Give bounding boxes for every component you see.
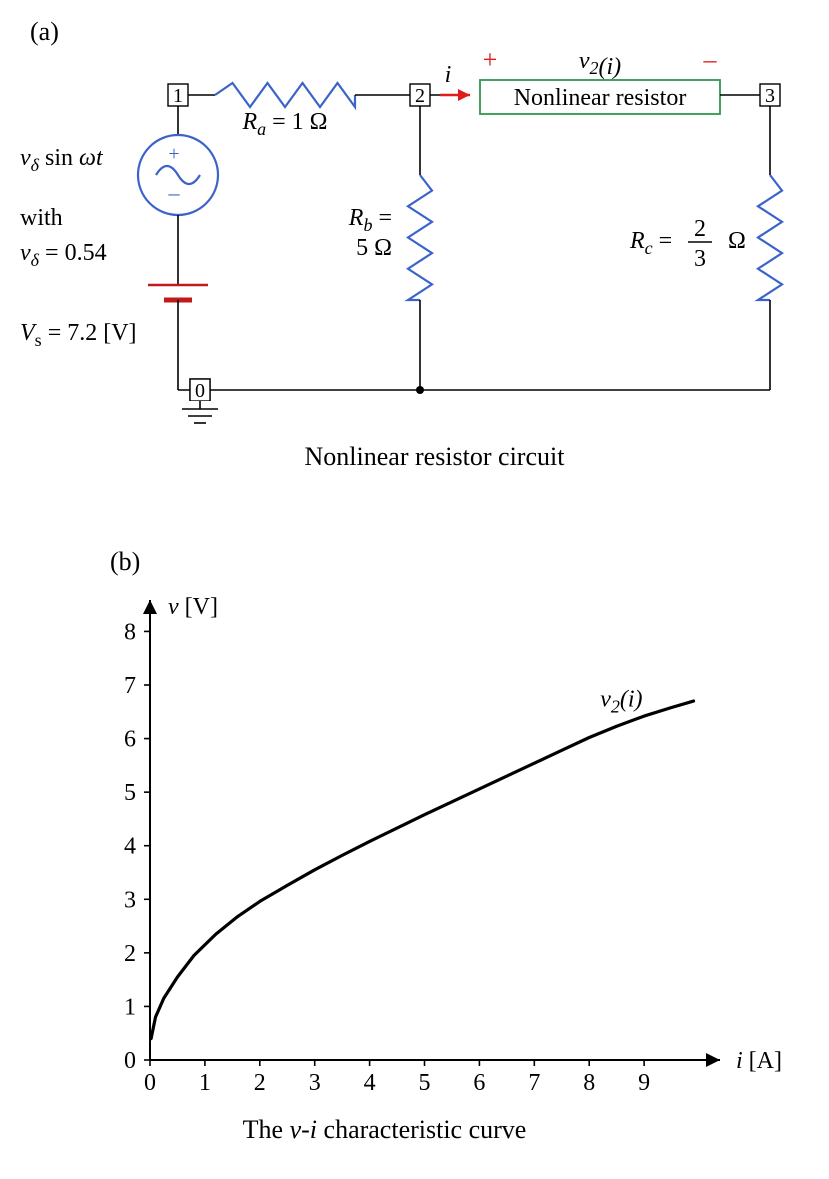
ac-plus-icon: +: [168, 143, 179, 165]
x-tick-label: 9: [638, 1070, 650, 1096]
x-axis-arrow-icon: [706, 1053, 720, 1067]
panel-b-caption: The v-i characteristic curve: [243, 1115, 527, 1144]
polarity-plus-icon: +: [483, 45, 498, 74]
x-tick-label: 0: [144, 1070, 156, 1096]
y-tick-label: 5: [124, 780, 136, 806]
panel-a: (a) Nonlinear resistor + v2(i) – i + – 1 2 3 0 Ra = …: [18, 17, 782, 471]
x-axis-label: i [A]: [736, 1048, 782, 1074]
ac-source-label: vδ sin ωt: [20, 145, 104, 175]
Vs-label: Vs = 7.2 [V]: [20, 320, 137, 350]
y-tick-label: 7: [124, 673, 136, 699]
Rb-value: 5 Ω: [356, 235, 392, 261]
x-tick-label: 7: [528, 1070, 540, 1096]
y-tick-label: 2: [124, 941, 136, 967]
svg-text:0: 0: [195, 380, 205, 402]
Rb-label: Rb =: [348, 205, 392, 235]
vi-curve: [151, 701, 693, 1039]
y-axis-label: v [V]: [168, 594, 218, 620]
panel-a-caption: Nonlinear resistor circuit: [305, 442, 566, 471]
y-tick-label: 6: [124, 727, 136, 753]
polarity-minus-icon: –: [703, 45, 718, 74]
y-tick-label: 8: [124, 619, 136, 645]
Rc-unit: Ω: [728, 228, 746, 254]
Ra-label: Ra = 1 Ω: [241, 109, 327, 139]
with-label: with: [20, 205, 63, 231]
y-tick-label: 1: [124, 994, 136, 1020]
y-tick-label: 4: [124, 834, 136, 860]
x-tick-label: 2: [254, 1070, 266, 1096]
figure: (a) Nonlinear resistor + v2(i) – i + – 1 2 3 0 Ra = …: [0, 0, 829, 1179]
y-tick-label: 0: [124, 1048, 136, 1074]
x-tick-label: 6: [473, 1070, 485, 1096]
Rc-denominator: 3: [694, 246, 706, 272]
node-number: 3: [765, 85, 775, 107]
x-tick-label: 5: [419, 1070, 431, 1096]
node-number: 1: [173, 85, 183, 107]
current-i-label: i: [445, 62, 452, 88]
v2i-label: v2(i): [579, 48, 621, 80]
junction-dot: [416, 386, 424, 394]
panel-b-label: (b): [110, 547, 140, 576]
y-tick-label: 3: [124, 887, 136, 913]
panel-a-label: (a): [30, 17, 59, 46]
x-tick-label: 4: [364, 1070, 376, 1096]
x-tick-label: 3: [309, 1070, 321, 1096]
nonlinear-resistor-label: Nonlinear resistor: [514, 85, 687, 111]
ac-minus-icon: –: [168, 180, 181, 205]
y-axis-arrow-icon: [143, 600, 157, 614]
node-number: 2: [415, 85, 425, 107]
x-tick-label: 1: [199, 1070, 211, 1096]
Rc-label: Rc =: [629, 228, 672, 258]
Rc-numerator: 2: [694, 216, 706, 242]
panel-b: (b) 0 1 2 3 4 5 6 7 8 9 0 1 2 3 4 5 6 7 8 i [A] v [V] v2(i) The…: [110, 547, 782, 1144]
x-tick-label: 8: [583, 1070, 595, 1096]
curve-label: v2(i): [600, 686, 642, 716]
